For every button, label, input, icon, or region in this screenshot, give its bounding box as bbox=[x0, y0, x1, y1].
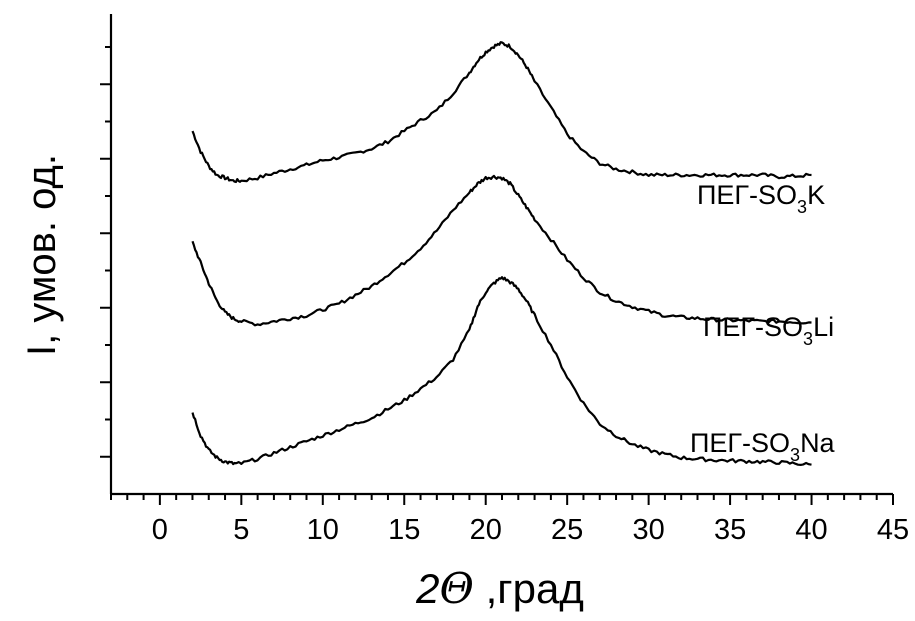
x-axis-title-suffix: ,град bbox=[474, 565, 584, 612]
series-label-main: ПЕГ-SO bbox=[690, 428, 790, 458]
x-tick-label: 40 bbox=[795, 514, 827, 546]
ticks: 0 5 10 15 20 25 30 35 40 45 bbox=[100, 46, 909, 546]
x-tick-label: 15 bbox=[388, 514, 420, 546]
x-tick-label: 25 bbox=[551, 514, 583, 546]
series-group bbox=[191, 41, 812, 466]
series-line-3 bbox=[191, 276, 812, 466]
series-label-subscript: 3 bbox=[803, 329, 813, 349]
series-label-tail: K bbox=[807, 180, 825, 210]
x-axis-title: 2Θ ,град bbox=[415, 564, 584, 613]
series-line-2 bbox=[191, 174, 812, 327]
series-line-1 bbox=[191, 41, 812, 184]
x-axis-title-prefix: 2 bbox=[415, 565, 439, 612]
series-label-main: ПЕГ-SO bbox=[697, 180, 797, 210]
x-tick-label: 5 bbox=[233, 514, 249, 546]
x-tick-label: 10 bbox=[307, 514, 339, 546]
axes bbox=[109, 14, 893, 496]
x-tick-label: 0 bbox=[152, 514, 168, 546]
series-label-3: ПЕГ-SO3Na bbox=[690, 428, 836, 465]
y-axis-title: I, умов. од. bbox=[20, 154, 64, 356]
series-label-main: ПЕГ-SO bbox=[703, 312, 803, 342]
x-tick-label: 20 bbox=[470, 514, 502, 546]
series-label-subscript: 3 bbox=[790, 445, 800, 465]
x-tick-label: 35 bbox=[714, 514, 746, 546]
series-label-tail: Na bbox=[800, 428, 835, 458]
axis-titles: I, умов. од. 2Θ ,град bbox=[20, 154, 584, 613]
x-tick-label: 45 bbox=[877, 514, 909, 546]
x-axis-title-symbol: Θ bbox=[440, 564, 474, 613]
series-label-2: ПЕГ-SO3Li bbox=[703, 312, 834, 349]
x-tick-label: 30 bbox=[632, 514, 664, 546]
series-label-subscript: 3 bbox=[797, 197, 807, 217]
series-label-tail: Li bbox=[813, 312, 834, 342]
series-label-1: ПЕГ-SO3K bbox=[697, 180, 825, 217]
